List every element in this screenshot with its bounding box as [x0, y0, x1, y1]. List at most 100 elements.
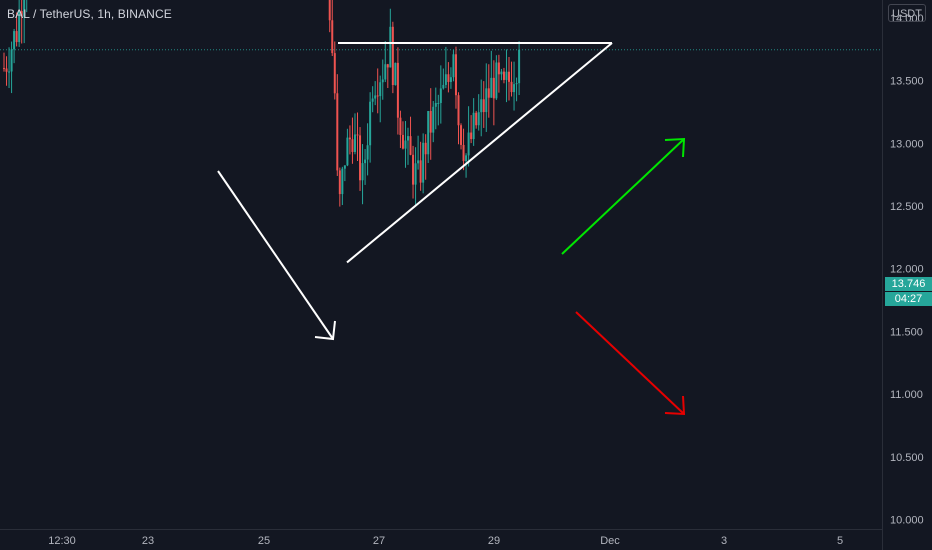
- breakout-up-arrow-head: [664, 137, 686, 158]
- candle-body: [5, 68, 8, 72]
- candle-body: [369, 101, 372, 146]
- candle-body: [401, 134, 404, 149]
- candle-body: [396, 62, 399, 118]
- candle-body: [439, 88, 442, 103]
- candle-body: [518, 49, 521, 84]
- candle-body: [384, 64, 387, 80]
- candle-body: [508, 71, 510, 82]
- x-tick-label: 25: [258, 535, 270, 547]
- exchange-label: BINANCE: [117, 7, 172, 21]
- interval-label: 1h: [97, 7, 111, 21]
- candle-body: [422, 142, 425, 183]
- candle-body: [404, 140, 407, 149]
- candle-body: [452, 54, 455, 78]
- candle-body: [437, 102, 440, 104]
- breakout-up-arrow-line: [561, 138, 685, 255]
- title-sep-1: ,: [90, 7, 98, 21]
- candle-body: [13, 31, 16, 50]
- candle-body: [389, 26, 392, 68]
- candle-body: [8, 71, 11, 73]
- candle-body: [376, 95, 379, 97]
- candle-body: [381, 79, 384, 83]
- candle-body: [497, 62, 500, 75]
- chart-title: BAL / TetherUS, 1h, BINANCE: [7, 7, 172, 21]
- candle-body: [444, 74, 447, 85]
- candle-body: [432, 106, 435, 133]
- x-tick-label: 5: [837, 535, 843, 547]
- candle-body: [515, 83, 518, 85]
- candle-body: [513, 84, 516, 93]
- candle-body: [399, 117, 402, 135]
- candle-body: [485, 88, 488, 113]
- x-tick-label: 3: [721, 535, 727, 547]
- candle-body: [454, 54, 457, 96]
- candle-body: [338, 170, 341, 195]
- x-tick-label: Dec: [600, 535, 620, 547]
- candle-body: [359, 135, 362, 181]
- x-tick-label: 27: [373, 535, 385, 547]
- x-tick-label: 29: [488, 535, 500, 547]
- candle-body: [434, 103, 437, 107]
- x-tick-label: 23: [142, 535, 154, 547]
- candle-body: [407, 136, 409, 141]
- candle-body: [447, 74, 450, 82]
- candle-body: [472, 112, 475, 140]
- candle-body: [492, 77, 495, 99]
- y-tick-label: 10.000: [890, 515, 924, 527]
- candle-body: [18, 11, 21, 43]
- candle-body: [328, 0, 331, 21]
- candle-body: [336, 93, 339, 171]
- candle-body: [371, 98, 374, 102]
- downtrend-arrow-line: [217, 170, 334, 340]
- candle-body: [15, 31, 18, 43]
- candle-body: [480, 99, 483, 113]
- candle-body: [394, 62, 397, 86]
- candle-body: [391, 26, 394, 86]
- candle-body: [379, 82, 382, 97]
- candle-body: [424, 142, 427, 155]
- candle-body: [442, 84, 445, 89]
- candle-body: [10, 49, 13, 72]
- candle-body: [412, 154, 415, 185]
- currency-button[interactable]: USDT: [888, 4, 926, 22]
- candle-body: [364, 159, 367, 164]
- candle-body: [500, 71, 503, 75]
- candle-body: [409, 136, 412, 155]
- y-tick-label: 13.500: [890, 76, 924, 88]
- candle-body: [417, 160, 420, 164]
- candle-body: [429, 111, 432, 133]
- candle-body: [20, 11, 23, 17]
- y-tick-label: 12.500: [890, 201, 924, 213]
- candle-body: [419, 160, 422, 183]
- breakdown-arrow-line: [575, 311, 685, 415]
- symbol-label: BAL / TetherUS: [7, 7, 91, 21]
- candle-body: [361, 163, 364, 181]
- candle-body: [467, 132, 470, 156]
- candle-body: [414, 163, 417, 185]
- breakdown-arrow-head: [664, 395, 686, 416]
- title-sep-2: ,: [110, 7, 118, 21]
- candle-body: [374, 95, 377, 99]
- candle-body: [449, 77, 452, 82]
- candle-body: [457, 95, 460, 126]
- candle-body: [366, 145, 369, 160]
- candle-body: [470, 132, 473, 140]
- candle-body: [502, 71, 505, 80]
- candle-body: [353, 134, 356, 152]
- y-tick-label: 11.500: [890, 326, 923, 338]
- candle-body: [505, 71, 508, 80]
- candle-body: [475, 112, 478, 126]
- candle-body: [351, 139, 354, 152]
- candle-body: [386, 64, 389, 68]
- candle-body: [510, 81, 513, 93]
- candle-body: [23, 0, 26, 17]
- y-tick-label: 11.000: [890, 389, 923, 401]
- candle-body: [356, 134, 359, 136]
- candle-body: [487, 88, 490, 98]
- candle-body: [343, 165, 346, 169]
- y-tick-label: 10.500: [890, 452, 924, 464]
- candle-body: [465, 155, 468, 162]
- last-price-badge: 13.746: [885, 277, 932, 291]
- triangle-support-line: [346, 42, 613, 264]
